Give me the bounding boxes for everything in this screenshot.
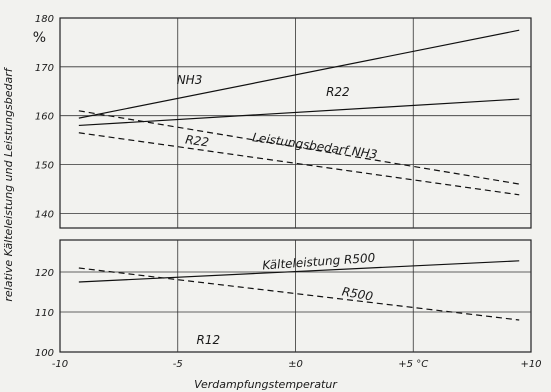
y-tick-label: 150 [35,161,54,172]
series-line [78,260,520,283]
series-line [78,110,520,185]
annotation-label: NH3 [177,73,203,87]
series-line [78,29,520,119]
x-tick-label: -10 [52,359,68,370]
y-tick-label: 100 [35,348,54,359]
y-tick-label: 140 [35,209,54,220]
y-tick-label: 170 [35,63,54,74]
annotation-label: R500 [341,284,375,303]
y-tick-label: 110 [35,308,54,319]
y-tick-label: 120 [35,268,54,279]
series-line [78,132,520,196]
x-tick-label: +5 °C [398,359,428,370]
annotation-label: Kälteleistung R500 [262,251,376,273]
x-tick-label: ±0 [288,359,303,370]
annotation-label: Leistungsbedarf NH3 [252,130,379,161]
annotation-label: R12 [197,333,221,347]
annotation-label: R22 [184,132,209,149]
x-axis-label: Verdampfungstemperatur [194,378,338,391]
y-tick-label: 160 [35,112,54,123]
series-line [78,98,520,127]
y-unit-label: % [33,30,46,46]
x-tick-label: -5 [173,359,183,370]
x-tick-label: +10 [520,359,541,370]
y-axis-label: relative Kälteleistung und Leistungsbeda… [2,66,15,301]
series-line [78,267,520,321]
y-tick-label: 180 [35,14,54,25]
annotation-label: R22 [326,85,350,99]
